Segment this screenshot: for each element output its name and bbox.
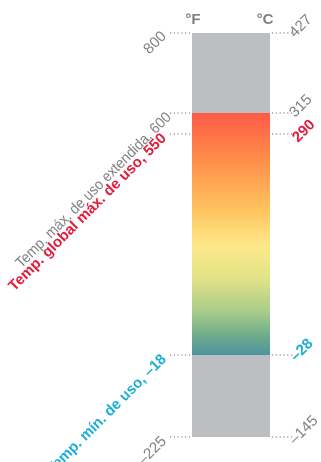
bar-bottom-gray <box>192 355 270 437</box>
tick-extended-celsius: 315 <box>286 91 316 121</box>
tick-top-fahrenheit: 800 <box>140 28 170 58</box>
bar-gradient <box>192 113 270 355</box>
tick-bottom-fahrenheit: –225 <box>134 433 170 462</box>
bar-top-gray <box>192 33 270 113</box>
label-global-max: Temp. global máx. de uso, 550 <box>5 130 170 295</box>
unit-celsius: °C <box>257 11 274 28</box>
tick-global-celsius: 290 <box>289 116 319 146</box>
tick-min-celsius: –28 <box>287 335 317 365</box>
label-extended-max: Temp. máx. de uso extendida, 600 <box>12 109 175 272</box>
unit-fahrenheit: °F <box>185 11 200 28</box>
tick-bottom-celsius: –145 <box>286 412 321 448</box>
tick-top-celsius: 427 <box>286 11 316 41</box>
